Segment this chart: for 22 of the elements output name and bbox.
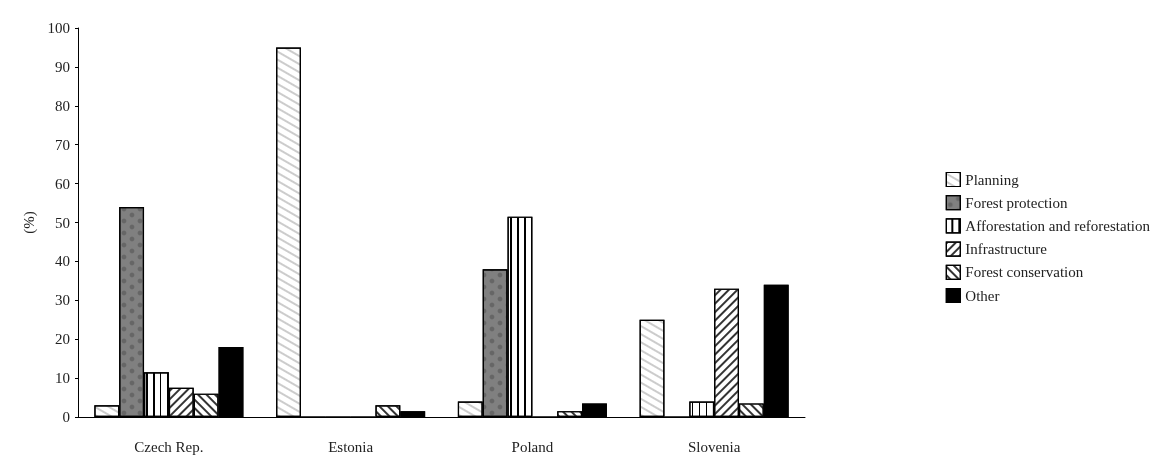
legend-label: Afforestation and reforestation bbox=[965, 217, 1151, 234]
y-tick-label: 80 bbox=[55, 97, 70, 114]
y-tick-label: 60 bbox=[55, 175, 70, 192]
y-tick-label: 40 bbox=[55, 253, 70, 270]
y-tick-label: 10 bbox=[55, 370, 70, 387]
legend-label: Other bbox=[965, 287, 1000, 304]
y-tick-label: 0 bbox=[62, 409, 70, 425]
y-tick-label: 90 bbox=[55, 58, 70, 75]
y-tick-label: 20 bbox=[55, 331, 70, 348]
x-tick-label: Slovenia bbox=[687, 438, 741, 455]
y-axis-title: (%) bbox=[20, 211, 38, 234]
y-tick-label: 100 bbox=[47, 20, 70, 36]
x-tick-label: Czech Rep. bbox=[134, 438, 204, 455]
legend-label: Planning bbox=[965, 171, 1020, 188]
y-tick-label: 70 bbox=[55, 136, 70, 153]
legend-label: Forest protection bbox=[965, 194, 1068, 211]
y-tick-label: 30 bbox=[55, 292, 70, 309]
y-tick-label: 50 bbox=[55, 214, 70, 231]
x-tick-label: Poland bbox=[511, 438, 554, 455]
legend-label: Infrastructure bbox=[965, 241, 1048, 258]
x-tick-label: Estonia bbox=[328, 438, 374, 455]
legend-label: Forest conservation bbox=[965, 264, 1084, 281]
